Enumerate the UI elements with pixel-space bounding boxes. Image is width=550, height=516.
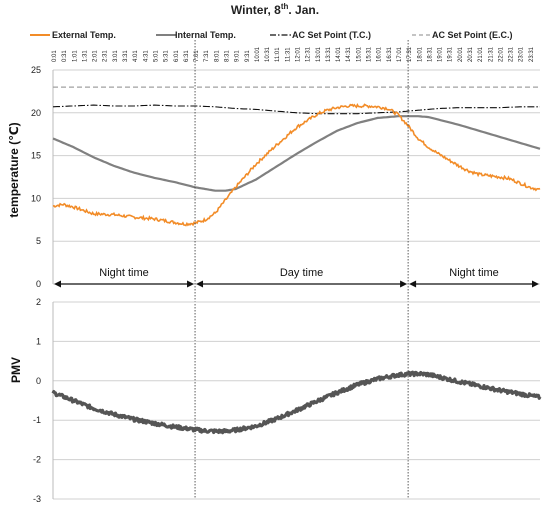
period-arrow-head-right — [400, 280, 408, 288]
period-label: Day time — [280, 267, 323, 279]
temperature-panel: 0:01 0:31 1:01 1:31 2:01 2:31 3:01 3:31 4:01 4:31… — [7, 46, 541, 289]
time-tick-label: 22:01 — [498, 46, 504, 62]
temperature-tick-label: 20 — [31, 108, 41, 118]
time-tick-label: 13:01 — [316, 46, 322, 62]
temperature-tick-label: 10 — [31, 193, 41, 203]
time-tick-label: 5:01 — [153, 50, 159, 62]
legend: External Temp. Internal Temp. AC Set Poi… — [30, 30, 513, 40]
time-tick-label: 21:31 — [488, 46, 494, 62]
time-tick-label: 13:31 — [326, 46, 332, 62]
pmv-tick-label: -3 — [33, 494, 41, 504]
pmv-line — [51, 370, 542, 435]
time-tick-label: 18:01 — [417, 46, 423, 62]
time-tick-label: 23:01 — [519, 46, 525, 62]
time-tick-label: 11:01 — [275, 47, 281, 62]
pmv-tick-label: -1 — [33, 415, 41, 425]
time-tick-label: 8:01 — [214, 50, 220, 62]
time-tick-label: 10:31 — [265, 46, 271, 62]
temperature-tick-label: 25 — [31, 65, 41, 75]
time-tick-label: 3:31 — [123, 50, 129, 62]
time-tick-label: 15:01 — [356, 46, 362, 62]
chart-title: Winter, 8th. Jan. — [231, 2, 319, 17]
time-tick-label: 4:31 — [143, 50, 149, 62]
pmv-axis-label: PMV — [9, 357, 23, 383]
temperature-series — [52, 86, 541, 227]
pmv-tick-label: 1 — [36, 336, 41, 346]
time-tick-label: 11:31 — [285, 47, 291, 62]
period-dividers — [194, 40, 409, 499]
time-tick-labels: 0:01 0:31 1:01 1:31 2:01 2:31 3:01 3:31 4:01 4:31… — [52, 46, 535, 62]
time-tick-label: 17:01 — [397, 46, 403, 62]
time-tick-label: 9:01 — [235, 50, 241, 62]
time-tick-label: 20:31 — [468, 46, 474, 62]
pmv-panel: -3 -2 -1 0 1 2 PMV — [9, 297, 542, 504]
time-tick-label: 20:01 — [458, 46, 464, 62]
time-tick-label: 0:01 — [52, 50, 58, 62]
period-annotations: Night time Day time Night time — [54, 267, 539, 288]
pmv-tick-labels: -3 -2 -1 0 1 2 — [33, 297, 41, 504]
pmv-series — [51, 370, 542, 435]
time-tick-label: 12:31 — [306, 46, 312, 62]
time-tick-label: 16:31 — [387, 46, 393, 62]
time-tick-label: 10:01 — [255, 46, 261, 62]
time-tick-label: 1:31 — [82, 50, 88, 62]
time-tick-label: 1:01 — [72, 50, 78, 62]
legend-label-external: External Temp. — [52, 30, 116, 40]
temperature-tick-labels: 0 5 10 15 20 25 — [31, 65, 41, 289]
external-temp-line — [52, 103, 541, 227]
temperature-axis-label: temperature (℃) — [7, 122, 21, 217]
time-tick-label: 7:31 — [204, 50, 210, 62]
pmv-tick-label: -2 — [33, 455, 41, 465]
time-tick-label: 9:31 — [245, 50, 251, 62]
period-label: Night time — [99, 267, 149, 279]
time-tick-label: 6:01 — [174, 50, 180, 62]
legend-label-ac-tc: AC Set Point (T.C.) — [292, 30, 371, 40]
time-tick-label: 2:01 — [93, 50, 99, 62]
time-tick-label: 14:01 — [336, 46, 342, 62]
time-tick-label: 22:31 — [509, 46, 515, 62]
legend-label-ac-ec: AC Set Point (E.C.) — [432, 30, 513, 40]
period-arrow-head-right — [532, 280, 539, 288]
time-tick-label: 3:01 — [113, 50, 119, 62]
time-tick-label: 0:31 — [62, 50, 68, 62]
time-tick-label: 2:31 — [103, 50, 109, 62]
period-arrow-head-left — [409, 280, 417, 288]
time-tick-label: 23:31 — [529, 46, 535, 62]
time-tick-label: 19:31 — [448, 46, 454, 62]
internal-temp-line — [52, 115, 541, 192]
temperature-tick-label: 15 — [31, 151, 41, 161]
time-tick-label: 8:31 — [224, 50, 230, 62]
period-label: Night time — [449, 267, 499, 279]
period-arrow-head-left — [54, 280, 61, 288]
time-tick-label: 19:01 — [438, 46, 444, 62]
time-tick-label: 5:31 — [164, 50, 170, 62]
legend-label-internal: Internal Temp. — [175, 30, 236, 40]
period-arrow-head-right — [187, 280, 195, 288]
temperature-gridlines — [52, 69, 540, 285]
period-arrow-head-left — [196, 280, 204, 288]
time-tick-label: 17:31 — [407, 46, 413, 62]
pmv-tick-label: 0 — [36, 376, 41, 386]
temperature-tick-label: 0 — [36, 279, 41, 289]
ac-setpoint-tc-line — [52, 104, 540, 115]
pmv-gridlines — [52, 301, 540, 500]
time-tick-label: 21:01 — [478, 46, 484, 62]
time-tick-label: 14:31 — [346, 46, 352, 62]
time-tick-label: 12:01 — [296, 46, 302, 62]
time-tick-label: 18:31 — [427, 46, 433, 62]
time-tick-label: 6:31 — [184, 50, 190, 62]
time-tick-label: 16:01 — [377, 46, 383, 62]
pmv-tick-label: 2 — [36, 297, 41, 307]
time-tick-label: 4:01 — [133, 50, 139, 62]
temperature-tick-label: 5 — [36, 236, 41, 246]
time-tick-label: 15:31 — [367, 46, 373, 62]
time-tick-label: 7:01 — [194, 50, 200, 62]
